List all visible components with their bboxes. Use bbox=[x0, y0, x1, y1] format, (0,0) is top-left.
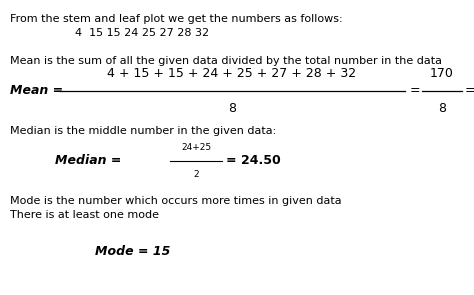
Text: There is at least one mode: There is at least one mode bbox=[10, 210, 159, 220]
Text: 8: 8 bbox=[438, 102, 446, 115]
Text: Median =: Median = bbox=[55, 155, 121, 168]
Text: = 21.25: = 21.25 bbox=[465, 84, 474, 98]
Text: 4  15 15 24 25 27 28 32: 4 15 15 24 25 27 28 32 bbox=[75, 28, 209, 38]
Text: =: = bbox=[410, 84, 420, 98]
Text: Mode is the number which occurs more times in given data: Mode is the number which occurs more tim… bbox=[10, 196, 342, 206]
Text: Mode = 15: Mode = 15 bbox=[95, 245, 170, 258]
Text: Mean is the sum of all the given data divided by the total number in the data: Mean is the sum of all the given data di… bbox=[10, 56, 442, 66]
Text: From the stem and leaf plot we get the numbers as follows:: From the stem and leaf plot we get the n… bbox=[10, 14, 343, 24]
Text: 4 + 15 + 15 + 24 + 25 + 27 + 28 + 32: 4 + 15 + 15 + 24 + 25 + 27 + 28 + 32 bbox=[108, 67, 356, 80]
Text: 2: 2 bbox=[193, 170, 199, 179]
Text: 8: 8 bbox=[228, 102, 236, 115]
Text: Median is the middle number in the given data:: Median is the middle number in the given… bbox=[10, 126, 276, 136]
Text: 24+25: 24+25 bbox=[181, 143, 211, 152]
Text: 170: 170 bbox=[430, 67, 454, 80]
Text: = 24.50: = 24.50 bbox=[226, 155, 281, 168]
Text: Mean =: Mean = bbox=[10, 84, 63, 98]
